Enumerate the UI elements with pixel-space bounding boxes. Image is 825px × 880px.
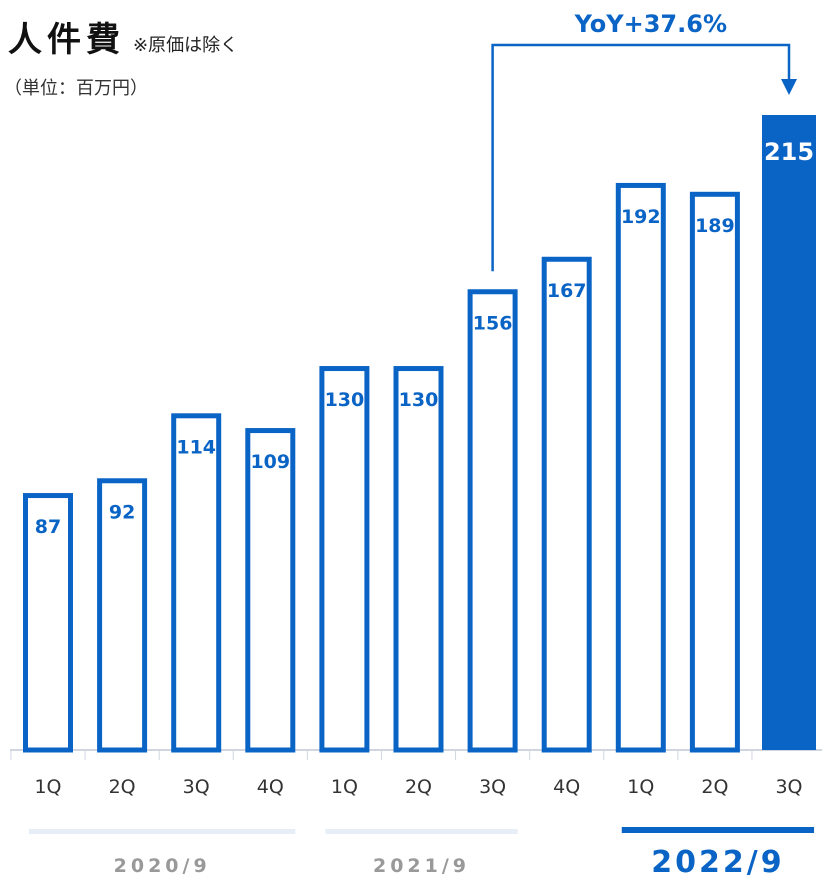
- bar-value-label: 130: [325, 389, 365, 411]
- bar-value-label: 189: [695, 215, 735, 237]
- group-label: 2020/9: [114, 855, 211, 877]
- bar: [23, 493, 73, 753]
- bar: [541, 256, 592, 753]
- yoy-connector: [491, 43, 791, 272]
- group-label: 2022/9: [651, 845, 784, 880]
- chart-title-block: 人件費 ※原価は除く: [8, 12, 238, 61]
- bar: [319, 366, 370, 753]
- yoy-arrowhead: [781, 79, 797, 95]
- bar: [245, 428, 296, 753]
- bar: [393, 366, 444, 753]
- bar: [615, 182, 666, 753]
- group-label: 2021/9: [373, 855, 470, 877]
- x-tick-label: 2Q: [405, 776, 432, 798]
- x-tick-label: 3Q: [479, 776, 506, 798]
- x-tick-label: 2Q: [109, 776, 136, 798]
- bar: [97, 478, 148, 753]
- bar-value-label: 167: [547, 280, 587, 302]
- bar-value-label: 87: [35, 516, 61, 538]
- bar-value-label: 192: [621, 206, 661, 228]
- chart-title: 人件費: [8, 20, 125, 60]
- x-tick-label: 3Q: [775, 776, 802, 798]
- x-tick-label: 2Q: [701, 776, 728, 798]
- bar: [171, 413, 222, 753]
- unit-label: （単位：百万円）: [4, 78, 148, 99]
- x-tick-label: 3Q: [183, 776, 210, 798]
- bar-value-label: 130: [399, 389, 439, 411]
- bar-value-label: 109: [250, 451, 290, 473]
- group-underline: [325, 829, 518, 834]
- chart-subtitle: ※原価は除く: [133, 35, 239, 56]
- group-underline: [28, 829, 296, 834]
- bar: [467, 289, 518, 753]
- bar-value-label: 92: [109, 501, 135, 523]
- bar: [689, 191, 740, 753]
- bar-value-label: 114: [176, 436, 216, 458]
- x-tick-label: 1Q: [627, 776, 654, 798]
- bar-highlight: [762, 115, 816, 750]
- x-tick-label: 4Q: [257, 776, 284, 798]
- bar-value-label: 215: [764, 138, 814, 166]
- x-tick-label: 4Q: [553, 776, 580, 798]
- yoy-annotation-label: YoY+37.6%: [574, 10, 727, 38]
- group-underline: [621, 827, 815, 833]
- x-tick-label: 1Q: [331, 776, 358, 798]
- x-tick-label: 1Q: [34, 776, 61, 798]
- bar-value-label: 156: [473, 312, 513, 334]
